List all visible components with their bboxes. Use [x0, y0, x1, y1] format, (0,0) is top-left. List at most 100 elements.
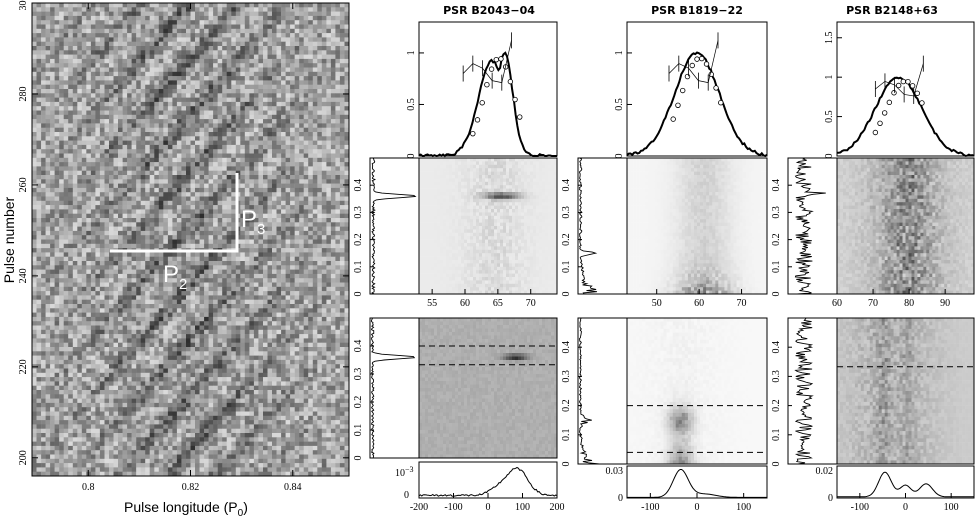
twodfs-spectrum-curve — [578, 317, 600, 465]
modulation-link — [501, 40, 512, 83]
modulation-link — [904, 94, 914, 97]
bottom-xtick-label: 100 — [736, 502, 751, 513]
modulation-point — [474, 117, 481, 123]
twodfs-ytick-label: 0.3 — [771, 370, 782, 383]
profile-ytick-label: 0 — [614, 154, 625, 159]
left-ytick-label: 200 — [18, 450, 29, 465]
modulation-point — [680, 87, 686, 94]
lrfs-ytick-label: 0.3 — [771, 206, 782, 219]
lrfs-xtick-label: 80 — [904, 298, 914, 309]
left-xtick-label: 0.8 — [82, 482, 95, 493]
p2-annotation: P2 — [163, 261, 187, 293]
lrfs-ytick-label: 0 — [353, 292, 364, 297]
twodfs-ytick-label: 0 — [561, 462, 572, 467]
modulation-link — [678, 63, 689, 69]
twodfs-ytick-label: 0.3 — [561, 370, 572, 383]
psr-column-0: 0 0.5 1 55 60 65 70 0 0.1 0.2 0.3 0.4 0 0.1 0.2 0.3 0.4 -… — [353, 21, 565, 513]
bottom-xtick-label: -100 — [444, 502, 462, 513]
modulation-point — [877, 120, 883, 126]
bottom-xtick-label: -100 — [851, 502, 869, 513]
lrfs-xtick-label: 70 — [526, 298, 536, 309]
bottom-ytick-label: 0.02 — [816, 466, 834, 477]
modulation-point — [470, 130, 476, 137]
modulation-point — [718, 99, 724, 106]
bottom-frame — [418, 461, 558, 499]
pulse-stack-image — [32, 3, 349, 476]
left-ytick-label: 300 — [18, 0, 29, 11]
modulation-point — [905, 78, 911, 85]
bottom-xtick-label: 100 — [515, 502, 530, 513]
modulation-link — [688, 68, 699, 81]
lrfs-xtick-label: 70 — [868, 298, 878, 309]
twodfs-spectrum-curve — [794, 317, 814, 465]
profile-ytick-label: 0.5 — [614, 98, 625, 111]
lrfs-ytick-label: 0.1 — [353, 261, 364, 274]
left-ytick-label: 260 — [18, 177, 29, 192]
twodfs-image — [419, 318, 558, 459]
modulation-link — [492, 80, 502, 83]
modulation-point — [493, 56, 499, 63]
profile-frame — [626, 21, 768, 157]
lrfs-xtick-label: 60 — [460, 298, 470, 309]
bottom-ytick-label: 0.03 — [606, 466, 624, 477]
modulation-point — [914, 90, 920, 96]
bottom-ylabel: 10−3 — [395, 465, 414, 479]
twodfs-ytick-label: 0.1 — [561, 429, 572, 442]
lrfs-ytick-label: 0 — [771, 292, 782, 297]
bottom-xtick-label: 200 — [550, 502, 565, 513]
modulation-link — [884, 81, 895, 86]
twodfs-ytick-label: 0.4 — [561, 341, 572, 354]
twodfs-ytick-label: 0 — [353, 456, 364, 461]
title-b1819: PSR B1819−22 — [651, 4, 743, 17]
twodfs-spectrum-frame — [787, 317, 838, 465]
profile-frame — [836, 21, 975, 157]
modulation-point — [517, 114, 523, 120]
modulation-link — [668, 63, 680, 74]
lrfs-ytick-label: 0.2 — [353, 233, 364, 246]
modulation-point — [703, 61, 710, 67]
modulation-point — [512, 96, 518, 103]
bottom-xtick-label: -100 — [641, 502, 659, 513]
profile-ytick-label: 1 — [824, 75, 835, 80]
modulation-point — [895, 82, 902, 89]
profile-curve — [836, 76, 975, 157]
modulation-point — [881, 110, 888, 116]
modulation-point — [900, 78, 907, 85]
modulation-link — [482, 68, 493, 81]
bottom-ytick-label: 0 — [618, 493, 623, 504]
bottom-ytick-zero: 0 — [404, 490, 409, 501]
profile-ytick-label: 1 — [406, 50, 417, 55]
lrfs-ytick-label: 0.1 — [771, 261, 782, 274]
lrfs-ytick-label: 0.4 — [561, 179, 572, 192]
lrfs-ytick-label: 0 — [561, 292, 572, 297]
modulation-link — [913, 63, 924, 97]
modulation-point — [507, 78, 514, 85]
psr-panels: 0 0.5 1 55 60 65 70 0 0.1 0.2 0.3 0.4 0 0.1 0.2 0.3 0.4 -… — [353, 21, 975, 513]
modulation-link — [462, 63, 474, 74]
modulation-link — [698, 80, 709, 83]
modulation-point — [713, 85, 719, 91]
modulation-point — [919, 100, 925, 106]
lrfs-ytick-label: 0.2 — [771, 233, 782, 246]
modulation-point — [484, 81, 490, 88]
title-b2148: PSR B2148+63 — [846, 4, 938, 17]
lrfs-ytick-label: 0.1 — [561, 261, 572, 274]
twodfs-image — [837, 318, 975, 465]
profile-curve — [626, 51, 768, 158]
lrfs-xtick-label: 60 — [694, 298, 704, 309]
lrfs-ytick-label: 0.3 — [353, 206, 364, 219]
left-axes: 0.8 0.82 0.84 200 220 240 260 280 300 — [18, 0, 349, 493]
lrfs-xtick-label: 55 — [427, 298, 437, 309]
lrfs-spectrum-curve — [578, 157, 598, 295]
psr-column-1: 0 0.5 1 50 60 70 0 0.1 0.2 0.3 0.4 0 0.1 0.2 0.3 0.4 -10… — [561, 21, 768, 513]
modulation-point — [684, 73, 691, 80]
profile-frame — [418, 21, 558, 157]
lrfs-spectrum-frame — [369, 157, 420, 295]
lrfs-xtick-label: 65 — [493, 298, 503, 309]
modulation-link — [875, 81, 886, 90]
psr-column-2: 0 0.5 1 1.5 60 70 80 90 0 0.1 0.2 0.3 0.4 0 0.1 0.2 0.3 0… — [771, 21, 975, 513]
left-ytick-label: 280 — [18, 86, 29, 101]
twodfs-spectrum-frame — [369, 317, 420, 459]
bottom-ytick-label: 0 — [828, 493, 833, 504]
